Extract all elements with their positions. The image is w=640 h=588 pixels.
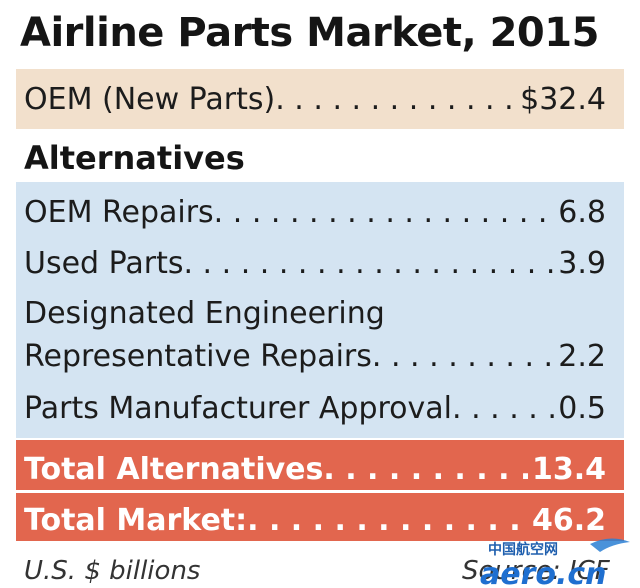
leader-dots bbox=[275, 82, 516, 118]
table-row-used-parts: Used Parts 3.9 bbox=[24, 242, 606, 282]
leader-dots bbox=[323, 452, 528, 488]
row-value: 46.2 bbox=[531, 503, 606, 538]
row-value: 3.9 bbox=[558, 246, 606, 281]
row-label: Used Parts bbox=[24, 246, 184, 281]
table-row-total-alternatives: Total Alternatives 13.4 bbox=[24, 448, 606, 488]
svg-text:aero.cn: aero.cn bbox=[480, 557, 607, 588]
row-label: OEM (New Parts) bbox=[24, 82, 276, 117]
table-row-label-line1: Designated Engineering bbox=[24, 292, 606, 332]
row-label: Representative Repairs bbox=[24, 339, 372, 374]
table-row-der-repairs: Representative Repairs 2.2 bbox=[24, 335, 606, 375]
section-heading-alternatives: Alternatives bbox=[24, 139, 245, 177]
svg-text:中国航空网: 中国航空网 bbox=[488, 541, 558, 558]
row-label: Total Alternatives bbox=[24, 452, 324, 487]
leader-dots bbox=[214, 195, 555, 231]
row-label: Parts Manufacturer Approval bbox=[24, 391, 453, 426]
aero-cn-watermark-logo: 中国航空网 aero.cn bbox=[480, 538, 630, 588]
table-row-total-market: Total Market: 46.2 bbox=[24, 499, 606, 539]
row-value: 0.5 bbox=[558, 391, 606, 426]
leader-dots bbox=[452, 391, 554, 427]
table-row-pma: Parts Manufacturer Approval 0.5 bbox=[24, 387, 606, 427]
row-value: 2.2 bbox=[558, 339, 606, 374]
row-label: OEM Repairs bbox=[24, 195, 214, 230]
row-label-line1: Designated Engineering bbox=[24, 296, 385, 331]
source-note: Source: ICF bbox=[462, 556, 610, 586]
totals-divider bbox=[16, 490, 624, 493]
row-value: $32.4 bbox=[520, 82, 606, 117]
row-label: Total Market: bbox=[24, 503, 248, 538]
chart-title: Airline Parts Market, 2015 bbox=[20, 10, 599, 56]
row-value: 6.8 bbox=[558, 195, 606, 230]
table-row-oem-new-parts: OEM (New Parts) $32.4 bbox=[24, 78, 606, 118]
leader-dots bbox=[183, 246, 554, 282]
leader-dots bbox=[372, 339, 554, 375]
units-note: U.S. $ billions bbox=[24, 556, 201, 586]
row-value: 13.4 bbox=[531, 452, 606, 487]
table-row-oem-repairs: OEM Repairs 6.8 bbox=[24, 191, 606, 231]
